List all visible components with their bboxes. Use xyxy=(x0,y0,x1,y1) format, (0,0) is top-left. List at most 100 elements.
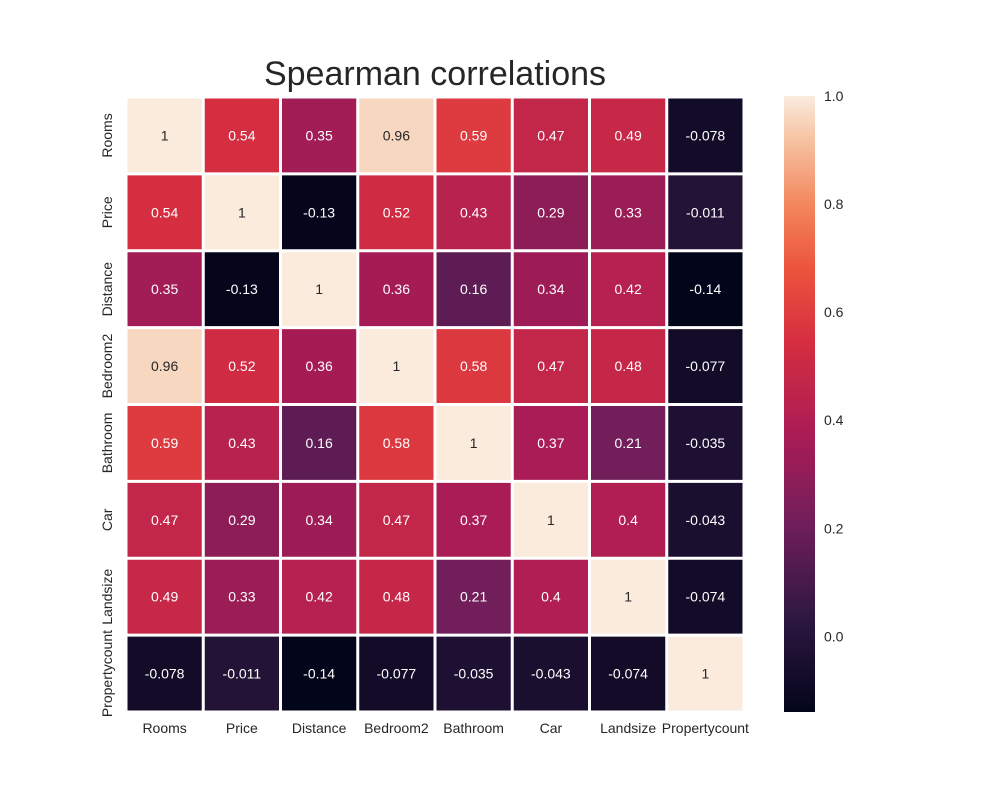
heatmap-cell xyxy=(436,482,511,557)
cell-value-label: 0.58 xyxy=(460,358,487,374)
y-axis-tick-labels: Rooms Price Distance Bedroom2 Bathroom Car Lan… xyxy=(99,113,115,717)
y-tick-label: Bedroom2 xyxy=(99,334,115,399)
heatmap-cell xyxy=(127,98,202,173)
heatmap-cell xyxy=(359,98,434,173)
cell-value-label: 0.36 xyxy=(306,358,333,374)
heatmap-cell xyxy=(668,329,743,403)
colorbar: 1.0 0.8 0.6 0.4 0.2 0.0 xyxy=(784,88,844,712)
cell-value-label: -0.077 xyxy=(686,358,726,374)
heatmap-cell-labels: 1 0.54 0.35 0.96 0.59 0.47 0.49 -0.078 0.54 1 -0.1… xyxy=(145,127,726,681)
heatmap-cell xyxy=(127,252,202,327)
colorbar-tick-label: 0.2 xyxy=(824,520,844,536)
heatmap-cell xyxy=(204,636,279,711)
x-tick-label: Car xyxy=(540,720,563,736)
cell-value-label: 0.59 xyxy=(460,127,487,143)
cell-value-label: 0.47 xyxy=(537,127,564,143)
cell-value-label: 0.52 xyxy=(228,358,255,374)
cell-value-label: 0.42 xyxy=(306,589,333,605)
heatmap-cell xyxy=(436,636,511,711)
y-tick-label: Rooms xyxy=(99,113,115,157)
heatmap-cell xyxy=(282,98,357,173)
heatmap-cell xyxy=(204,406,279,480)
cell-value-label: 0.54 xyxy=(151,204,178,220)
cell-value-label: -0.011 xyxy=(686,204,725,220)
heatmap-cell xyxy=(127,175,202,250)
heatmap-cell xyxy=(436,175,511,250)
cell-value-label: -0.074 xyxy=(686,589,726,605)
y-tick-label: Landsize xyxy=(99,568,115,624)
heatmap-cell xyxy=(436,406,511,480)
cell-value-label: 1 xyxy=(315,281,323,297)
cell-value-label: -0.043 xyxy=(531,666,571,682)
x-tick-label: Bathroom xyxy=(443,720,504,736)
heatmap-cell xyxy=(359,175,434,250)
y-tick-label: Distance xyxy=(99,262,115,317)
cell-value-label: 1 xyxy=(547,512,555,528)
heatmap-cell xyxy=(282,636,357,711)
heatmap-cell xyxy=(204,482,279,557)
cell-value-label: 0.52 xyxy=(383,204,410,220)
cell-value-label: -0.078 xyxy=(145,666,185,682)
heatmap-cell xyxy=(204,559,279,634)
heatmap-cell xyxy=(513,252,588,327)
cell-value-label: 1 xyxy=(701,666,709,682)
x-tick-label: Rooms xyxy=(142,720,186,736)
heatmap-cells xyxy=(127,98,743,711)
cell-value-label: 0.43 xyxy=(228,435,255,451)
cell-value-label: 0.47 xyxy=(537,358,564,374)
heatmap-cell xyxy=(204,329,279,403)
heatmap-cell xyxy=(127,559,202,634)
cell-value-label: -0.13 xyxy=(303,204,335,220)
heatmap-cell xyxy=(204,98,279,173)
heatmap-cell xyxy=(436,98,511,173)
heatmap-cell xyxy=(127,482,202,557)
cell-value-label: -0.011 xyxy=(223,666,262,682)
heatmap-cell xyxy=(513,175,588,250)
colorbar-tick-label: 0.8 xyxy=(824,196,844,212)
colorbar-tick-label: 0.4 xyxy=(824,412,844,428)
heatmap-cell xyxy=(359,636,434,711)
cell-value-label: 0.96 xyxy=(151,358,178,374)
cell-value-label: 0.21 xyxy=(460,589,487,605)
cell-value-label: -0.077 xyxy=(377,666,417,682)
heatmap-cell xyxy=(513,482,588,557)
cell-value-label: 0.47 xyxy=(151,512,178,528)
x-tick-label: Distance xyxy=(292,720,347,736)
heatmap-cell xyxy=(127,329,202,403)
heatmap-cell xyxy=(591,406,666,480)
cell-value-label: 0.34 xyxy=(306,512,333,528)
heatmap-cell xyxy=(436,559,511,634)
heatmap-cell xyxy=(668,559,743,634)
heatmap-cell xyxy=(359,482,434,557)
heatmap-cell xyxy=(436,329,511,403)
heatmap-cell xyxy=(359,329,434,403)
heatmap-cell xyxy=(513,98,588,173)
cell-value-label: 0.34 xyxy=(537,281,564,297)
heatmap-cell xyxy=(282,329,357,403)
heatmap-cell xyxy=(359,559,434,634)
cell-value-label: -0.043 xyxy=(686,512,726,528)
heatmap-cell xyxy=(591,329,666,403)
cell-value-label: 1 xyxy=(392,358,400,374)
cell-value-label: 0.4 xyxy=(541,589,561,605)
heatmap-cell xyxy=(591,559,666,634)
heatmap-cell xyxy=(282,482,357,557)
cell-value-label: 0.54 xyxy=(228,127,255,143)
y-tick-label: Propertycount xyxy=(99,630,115,717)
cell-value-label: 0.37 xyxy=(460,512,487,528)
x-tick-label: Price xyxy=(226,720,258,736)
cell-value-label: -0.074 xyxy=(608,666,648,682)
cell-value-label: -0.14 xyxy=(303,666,335,682)
cell-value-label: 0.16 xyxy=(460,281,487,297)
y-tick-label: Car xyxy=(99,508,115,531)
heatmap-cell xyxy=(668,252,743,327)
cell-value-label: 0.96 xyxy=(383,127,410,143)
heatmap-cell xyxy=(282,559,357,634)
cell-value-label: 0.16 xyxy=(306,435,333,451)
heatmap-cell xyxy=(359,406,434,480)
heatmap-cell xyxy=(513,329,588,403)
heatmap-cell xyxy=(513,406,588,480)
heatmap-cell xyxy=(359,252,434,327)
cell-value-label: 0.37 xyxy=(537,435,564,451)
